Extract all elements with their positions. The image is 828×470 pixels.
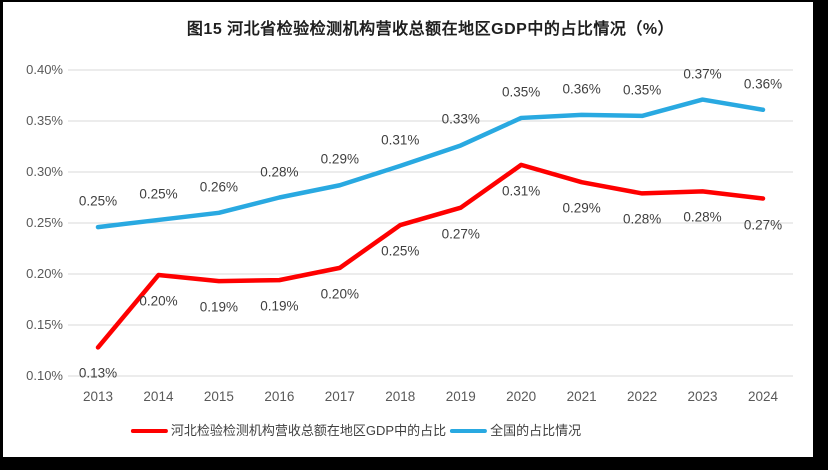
data-label: 0.20% bbox=[139, 293, 178, 309]
y-axis-tick: 0.10% bbox=[26, 368, 63, 383]
y-axis-tick: 0.15% bbox=[26, 317, 63, 332]
y-axis-tick: 0.20% bbox=[26, 266, 63, 281]
data-label: 0.19% bbox=[260, 298, 299, 314]
x-axis-tick: 2018 bbox=[385, 389, 416, 404]
legend-line-swatch bbox=[130, 428, 168, 434]
x-axis-tick: 2020 bbox=[506, 389, 537, 404]
data-label: 0.35% bbox=[622, 82, 662, 98]
legend-item-1: 全国的占比情况 bbox=[450, 423, 581, 439]
data-label: 0.28% bbox=[260, 164, 299, 179]
chart-title: 图15 河北省检验检测机构营收总额在地区GDP中的占比情况（%） bbox=[186, 21, 675, 38]
series-line-0 bbox=[95, 162, 766, 350]
data-label: 0.27% bbox=[441, 226, 480, 242]
data-label: 0.28% bbox=[683, 209, 722, 225]
x-axis-tick: 2017 bbox=[324, 389, 355, 404]
data-label: 0.31% bbox=[381, 132, 420, 148]
x-axis-tick: 2016 bbox=[264, 389, 295, 404]
data-label: 0.36% bbox=[743, 76, 783, 92]
legend: 河北检验检测机构营收总额在地区GDP中的占比 全国的占比情况 bbox=[130, 423, 581, 439]
data-label: 0.26% bbox=[199, 179, 239, 195]
x-axis-tick: 2015 bbox=[203, 389, 234, 404]
legend-label: 河北检验检测机构营收总额在地区GDP中的占比 bbox=[170, 423, 447, 438]
data-label: 0.25% bbox=[381, 243, 420, 259]
y-axis-tick: 0.25% bbox=[26, 215, 63, 230]
data-label: 0.25% bbox=[139, 186, 178, 202]
data-label: 0.25% bbox=[78, 193, 118, 209]
x-axis-tick: 2019 bbox=[445, 389, 476, 404]
data-label: 0.37% bbox=[683, 66, 722, 82]
data-label: 0.28% bbox=[622, 211, 662, 227]
legend-item-0: 河北检验检测机构营收总额在地区GDP中的占比 bbox=[130, 423, 447, 439]
legend-label: 全国的占比情况 bbox=[490, 423, 582, 438]
data-label: 0.20% bbox=[320, 286, 359, 302]
data-label: 0.31% bbox=[502, 183, 541, 199]
x-axis-tick: 2021 bbox=[566, 389, 597, 404]
legend-line-swatch bbox=[450, 428, 488, 434]
chart-canvas: 图15 河北省检验检测机构营收总额在地区GDP中的占比情况（%） 0.40% 0.… bbox=[3, 2, 813, 457]
series-line-1 bbox=[95, 97, 766, 230]
data-label: 0.35% bbox=[502, 84, 541, 100]
y-axis-tick: 0.30% bbox=[26, 164, 63, 179]
plot-area bbox=[68, 69, 793, 377]
x-axis-tick: 2022 bbox=[627, 389, 658, 404]
x-axis-tick: 2013 bbox=[82, 389, 114, 404]
data-label: 0.19% bbox=[199, 299, 239, 315]
x-axis-tick: 2014 bbox=[143, 389, 174, 404]
x-axis-tick: 2024 bbox=[747, 389, 779, 404]
data-label: 0.29% bbox=[562, 200, 601, 216]
y-axis-tick: 0.40% bbox=[26, 62, 63, 77]
data-label: 0.27% bbox=[743, 217, 783, 233]
data-label: 0.33% bbox=[441, 111, 480, 127]
data-label: 0.36% bbox=[562, 81, 601, 97]
data-label: 0.29% bbox=[320, 151, 359, 167]
data-label: 0.13% bbox=[78, 365, 118, 381]
x-axis-tick: 2023 bbox=[687, 389, 718, 404]
y-axis-tick: 0.35% bbox=[26, 113, 63, 128]
